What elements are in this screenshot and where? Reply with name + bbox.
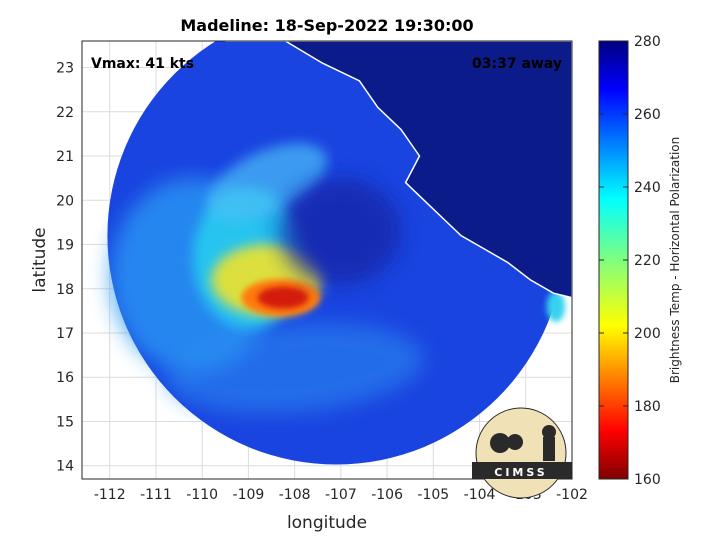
x-tick-label-7: -105 (417, 487, 449, 503)
northern-arc (206, 143, 328, 222)
y-tick-label-8: 22 (56, 105, 74, 121)
colorbar-tick-label-6: 280 (634, 34, 661, 50)
y-tick-label-0: 14 (56, 459, 74, 475)
colorbar-tick-label-2: 200 (634, 326, 661, 342)
time-away-annotation: 03:37 away (472, 56, 562, 72)
cimss-logo-text: CIMSS (494, 466, 547, 479)
y-axis-label: latitude (30, 227, 50, 292)
colorbar-tick-label-3: 220 (634, 253, 661, 269)
x-tick-label-10: -102 (556, 487, 588, 503)
x-tick-label-4: -108 (279, 487, 311, 503)
x-axis-label: longitude (287, 513, 367, 533)
rain-band-south (165, 322, 424, 414)
x-tick-label-8: -104 (464, 487, 496, 503)
colorbar-tick-label-4: 240 (634, 180, 661, 196)
y-tick-label-5: 19 (56, 238, 74, 254)
land-mexico (225, 41, 572, 299)
colorbar-ticks: 160 180 200 220 240 260 280 (599, 34, 661, 488)
axes-box (81, 40, 573, 480)
x-tick-label-1: -111 (140, 487, 172, 503)
warm-center (280, 178, 401, 285)
x-tick-labels: -112-111-110-109-108-107-106-105-104-103… (94, 487, 588, 503)
colorbar-label: Brightness Temp - Horizontal Polarizatio… (668, 137, 682, 384)
y-tick-label-2: 16 (56, 370, 74, 386)
eastern-feature (546, 290, 566, 322)
x-tick-label-5: -107 (325, 487, 357, 503)
red-core (257, 286, 309, 309)
x-tick-label-6: -106 (371, 487, 403, 503)
y-tick-labels: 14 15 16 17 18 19 20 21 22 23 (56, 61, 74, 475)
cimss-logo: CIMSS (472, 407, 572, 499)
y-tick-label-3: 17 (56, 326, 74, 342)
y-tick-label-6: 20 (56, 193, 74, 209)
chart-title: Madeline: 18-Sep-2022 19:30:00 (180, 16, 473, 35)
x-tick-label-3: -109 (233, 487, 265, 503)
vmax-annotation: Vmax: 41 kts (91, 56, 194, 72)
colorbar-tick-label-0: 160 (634, 472, 661, 488)
y-tick-label-4: 18 (56, 282, 74, 298)
y-tick-label-7: 21 (56, 149, 74, 165)
colorbar-tick-label-1: 180 (634, 399, 661, 415)
swath-group (107, 41, 572, 465)
swath-detail (109, 41, 572, 414)
y-tick-label-9: 23 (56, 61, 74, 77)
x-tick-label-0: -112 (94, 487, 126, 503)
colorbar-tick-label-5: 260 (634, 107, 661, 123)
y-tick-label-1: 15 (56, 414, 74, 430)
x-tick-label-2: -110 (186, 487, 218, 503)
